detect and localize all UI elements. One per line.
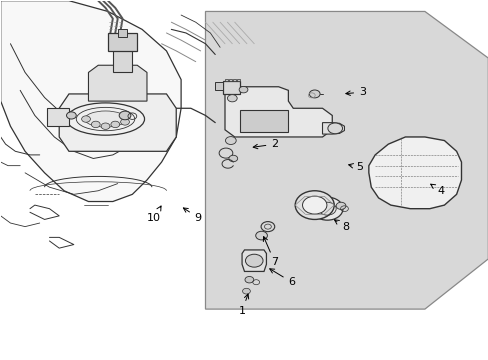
Text: 8: 8 (334, 220, 348, 232)
Text: 9: 9 (183, 208, 202, 222)
Text: 5: 5 (348, 162, 363, 172)
Polygon shape (47, 108, 69, 126)
Polygon shape (59, 94, 176, 151)
Polygon shape (224, 87, 331, 137)
Circle shape (81, 116, 90, 122)
Text: 10: 10 (147, 206, 161, 222)
Circle shape (227, 95, 237, 102)
Circle shape (255, 231, 267, 240)
Polygon shape (205, 12, 488, 309)
Text: 4: 4 (430, 184, 443, 196)
Circle shape (309, 90, 320, 98)
Circle shape (261, 222, 274, 231)
Polygon shape (368, 137, 461, 209)
Circle shape (225, 136, 236, 144)
Polygon shape (228, 79, 231, 81)
Circle shape (242, 288, 250, 294)
Circle shape (228, 155, 237, 162)
Circle shape (66, 112, 76, 119)
Polygon shape (215, 82, 223, 90)
Polygon shape (322, 123, 344, 134)
Circle shape (311, 197, 342, 220)
Polygon shape (242, 250, 266, 271)
Text: 6: 6 (269, 269, 295, 287)
Circle shape (91, 121, 100, 128)
Circle shape (295, 191, 333, 220)
Circle shape (111, 121, 120, 128)
Circle shape (121, 119, 129, 125)
Circle shape (119, 111, 131, 120)
Text: 7: 7 (263, 237, 278, 267)
Polygon shape (239, 110, 288, 132)
Circle shape (239, 86, 247, 93)
Circle shape (245, 254, 263, 267)
Circle shape (327, 123, 342, 134)
Ellipse shape (66, 103, 144, 135)
Polygon shape (0, 1, 181, 202)
Circle shape (335, 202, 345, 210)
Circle shape (101, 123, 110, 130)
Circle shape (302, 196, 326, 214)
Polygon shape (113, 44, 132, 72)
Polygon shape (108, 33, 137, 51)
Polygon shape (224, 79, 227, 81)
Polygon shape (118, 30, 127, 37)
Polygon shape (232, 79, 235, 81)
Polygon shape (88, 65, 147, 101)
Polygon shape (236, 79, 239, 81)
Circle shape (244, 276, 253, 283)
Polygon shape (222, 81, 239, 94)
Text: 2: 2 (253, 139, 278, 149)
Ellipse shape (84, 111, 126, 127)
Text: 3: 3 (345, 87, 366, 97)
Text: 1: 1 (238, 294, 248, 316)
